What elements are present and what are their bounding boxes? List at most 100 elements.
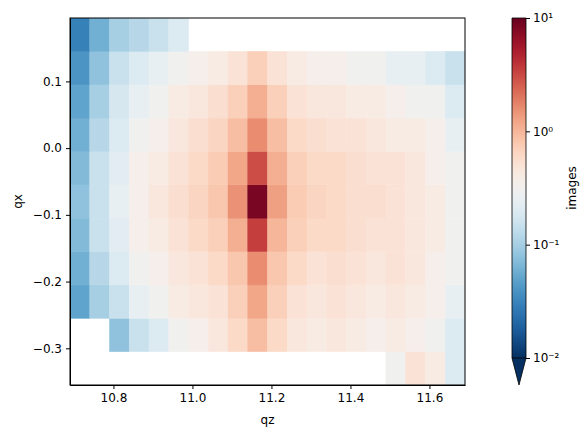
heatmap-cell: [327, 51, 347, 84]
heatmap-cell: [248, 151, 268, 184]
tick: 11.2: [259, 385, 286, 405]
heatmap-cell: [366, 85, 386, 118]
heatmap-cell: [129, 218, 149, 251]
heatmap-cell: [110, 85, 130, 118]
heatmap-cell: [70, 85, 90, 118]
heatmap-cell: [386, 285, 406, 318]
tick-mark: [271, 385, 272, 389]
heatmap-cell: [426, 352, 446, 385]
heatmap-cell: [386, 252, 406, 285]
heatmap-cell: [366, 51, 386, 84]
heatmap-cell: [445, 285, 465, 318]
heatmap-cell: [287, 285, 307, 318]
heatmap-cell: [169, 285, 189, 318]
heatmap-cell: [307, 318, 327, 351]
tick: 10⁻²: [526, 351, 560, 365]
tick-mark: [192, 385, 193, 389]
heatmap-cell: [347, 118, 367, 151]
heatmap-cell: [406, 218, 426, 251]
heatmap-cell: [208, 85, 228, 118]
axis-line: [526, 19, 527, 359]
heatmap-cell: [268, 218, 288, 251]
heatmap-cell: [347, 51, 367, 84]
heatmap-cell: [327, 318, 347, 351]
heatmap-cell: [189, 85, 209, 118]
tick: 11.0: [180, 385, 207, 405]
heatmap-cell: [129, 85, 149, 118]
heatmap-cell: [327, 252, 347, 285]
heatmap-cell: [90, 85, 110, 118]
heatmap-cell: [129, 18, 149, 51]
tick-mark: [66, 215, 70, 216]
heatmap-cell: [149, 318, 169, 351]
heatmap-cell: [70, 218, 90, 251]
tick-mark: [66, 81, 70, 82]
heatmap-cell: [228, 285, 248, 318]
tick: 11.4: [338, 385, 365, 405]
heatmap-cell: [307, 252, 327, 285]
tick: −0.3: [33, 342, 70, 356]
heatmap-cell: [110, 218, 130, 251]
chart: 10.811.011.211.411.6−0.3−0.2−0.10.00.1qz…: [0, 0, 585, 440]
heatmap-cell: [248, 118, 268, 151]
heatmap-cell: [149, 252, 169, 285]
heatmap-cell: [169, 218, 189, 251]
cells: [70, 18, 465, 385]
heatmap-cell: [406, 118, 426, 151]
tick-label: 11.4: [338, 391, 365, 405]
heatmap-cell: [169, 151, 189, 184]
tick-label: 10.8: [101, 391, 128, 405]
heatmap-cell: [347, 285, 367, 318]
heatmap-cell: [406, 151, 426, 184]
heatmap-cell: [386, 318, 406, 351]
heatmap-cell: [169, 18, 189, 51]
x-axis-title: qz: [261, 413, 275, 427]
heatmap-cell: [327, 218, 347, 251]
heatmap-cell: [90, 185, 110, 218]
heatmap-cell: [110, 51, 130, 84]
heatmap-cell: [347, 252, 367, 285]
heatmap-cell: [268, 252, 288, 285]
tick: 10⁰: [526, 125, 553, 139]
heatmap-cell: [347, 218, 367, 251]
tick: 10¹: [526, 11, 553, 25]
tick: 0.0: [43, 141, 70, 155]
heatmap-cell: [445, 352, 465, 385]
heatmap-cell: [248, 51, 268, 84]
heatmap-cell: [445, 85, 465, 118]
heatmap-cell: [228, 252, 248, 285]
tick-mark: [66, 348, 70, 349]
heatmap-cell: [149, 51, 169, 84]
heatmap-cell: [70, 51, 90, 84]
tick-mark: [350, 385, 351, 389]
heatmap-cell: [268, 285, 288, 318]
heatmap-cell: [406, 51, 426, 84]
heatmap-cell: [149, 18, 169, 51]
heatmap-cell: [366, 185, 386, 218]
heatmap-cell: [327, 151, 347, 184]
tick-mark: [526, 131, 530, 132]
tick-label: −0.1: [33, 208, 62, 222]
heatmap-cell: [366, 151, 386, 184]
tick-label: 0.0: [43, 141, 62, 155]
heatmap-cell: [129, 151, 149, 184]
heatmap-cell: [90, 218, 110, 251]
heatmap-cell: [149, 185, 169, 218]
heatmap-cell: [70, 252, 90, 285]
heatmap-cell: [169, 85, 189, 118]
heatmap-cell: [386, 118, 406, 151]
heatmap-cell: [268, 51, 288, 84]
tick-mark: [66, 148, 70, 149]
heatmap-cell: [386, 352, 406, 385]
heatmap-cell: [426, 218, 446, 251]
heatmap-cell: [307, 51, 327, 84]
heatmap-cell: [90, 151, 110, 184]
heatmap-cell: [287, 85, 307, 118]
heatmap-cell: [70, 118, 90, 151]
tick-label: 10⁻²: [533, 351, 560, 365]
tick-mark: [429, 385, 430, 389]
heatmap-cell: [189, 318, 209, 351]
heatmap-cell: [189, 252, 209, 285]
tick-label: 10¹: [533, 11, 553, 25]
heatmap-cell: [406, 85, 426, 118]
